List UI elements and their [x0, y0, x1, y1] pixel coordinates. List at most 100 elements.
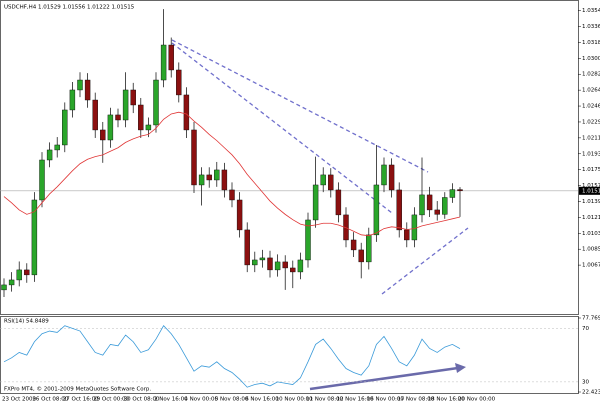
- candle-body: [282, 261, 288, 269]
- chart-title: USDCHF,H4 1.01529 1.01556 1.01222 1.0151…: [4, 5, 135, 11]
- moving-average: [3, 111, 461, 237]
- candle-body: [160, 44, 167, 81]
- candle-body: [206, 174, 212, 181]
- candle-body: [153, 79, 159, 126]
- x-tick-label: 16 Nov 00:00: [367, 397, 405, 403]
- x-tick-label: 30 Oct 08:00: [124, 397, 160, 403]
- candle-body: [426, 194, 433, 211]
- candle-body: [214, 169, 220, 181]
- candle-body: [335, 189, 342, 216]
- candle-body: [388, 164, 395, 191]
- y-tick-label: 70: [582, 326, 589, 332]
- arrow-line: [309, 366, 459, 391]
- candle-body: [350, 239, 357, 251]
- rsi-line: [3, 325, 461, 388]
- candle-body: [457, 189, 463, 192]
- y-tick-label: 77.7694: [582, 316, 600, 322]
- candle-body: [404, 229, 410, 241]
- candle-body: [16, 269, 22, 281]
- candle-body: [305, 219, 311, 261]
- candle-body: [198, 174, 205, 186]
- x-tick-label: 18 Nov 16:00: [428, 397, 466, 403]
- rsi-title: RSI(14) 54.8489: [4, 319, 49, 325]
- candle-body: [320, 174, 326, 186]
- arrow-head: [455, 363, 466, 373]
- y-tick-label: 1.01753: [582, 167, 600, 173]
- candle-body: [1, 284, 7, 291]
- y-tick-label: 1.00858: [582, 247, 600, 253]
- candle-body: [130, 89, 136, 106]
- y-tick-label: 1.01216: [582, 215, 600, 221]
- candle-body: [62, 109, 68, 146]
- candle-body: [69, 89, 76, 111]
- candle-body: [419, 194, 425, 216]
- x-tick-label: 26 Oct 08:00: [32, 397, 68, 403]
- current-price-label: 1.01515: [582, 188, 600, 194]
- x-tick-label: 17 Nov 08:00: [397, 397, 435, 403]
- candle-body: [168, 44, 174, 71]
- candle-body: [229, 189, 235, 201]
- candle-body: [252, 259, 258, 266]
- candle-body: [290, 267, 296, 273]
- candle-body: [236, 199, 243, 231]
- x-tick-label: 10 Nov 00:00: [276, 397, 314, 403]
- candle-body: [122, 89, 129, 121]
- candle-body: [39, 159, 45, 201]
- candle-body: [54, 144, 60, 151]
- candle-body: [297, 259, 304, 273]
- candle-body: [77, 79, 83, 91]
- y-tick-label: 1.01395: [582, 199, 600, 205]
- candle-body: [434, 209, 440, 215]
- current-price-box: [579, 186, 600, 195]
- trendline: [171, 39, 429, 173]
- y-tick-label: 1.03006: [582, 56, 600, 62]
- price-panel: [0, 0, 579, 315]
- candle-body: [31, 199, 38, 276]
- y-tick-label: 22.4236: [582, 390, 600, 396]
- y-tick-label: 1.01574: [582, 183, 600, 189]
- y-tick-label: 30: [582, 379, 589, 385]
- rsi-panel: [0, 316, 579, 394]
- candle-body: [274, 261, 281, 271]
- candle-body: [328, 174, 334, 191]
- candle-body: [358, 249, 364, 263]
- candle-body: [145, 124, 152, 131]
- trendlines: [171, 39, 469, 295]
- x-tick-label: 12 Nov 16:00: [336, 397, 374, 403]
- candle-body: [24, 269, 30, 276]
- x-tick-label: 6 Nov 16:00: [245, 397, 279, 403]
- y-tick-label: 1.03185: [582, 40, 600, 46]
- y-tick-label: 1.02827: [582, 72, 600, 78]
- candle-body: [411, 214, 418, 241]
- x-tick-label: 5 Nov 08:00: [215, 397, 249, 403]
- trendline: [171, 42, 393, 214]
- y-tick-label: 1.02469: [582, 104, 600, 110]
- y-tick-label: 1.0229: [582, 119, 600, 125]
- candle-body: [8, 279, 15, 286]
- x-tick-label: 20 Nov 00:00: [458, 397, 496, 403]
- candle-body: [176, 69, 182, 96]
- x-tick-label: 23 Oct 2009: [2, 397, 37, 403]
- footer: FXPro MT4, © 2001-2009 MetaQuotes Softwa…: [4, 386, 151, 393]
- candle-body: [46, 149, 53, 161]
- x-tick-label: 27 Oct 16:00: [63, 397, 99, 403]
- candle-body: [442, 197, 448, 215]
- candle-body: [381, 164, 387, 186]
- x-tick-label: 29 Oct 00:00: [93, 397, 129, 403]
- y-tick-label: 1.00679: [582, 263, 600, 269]
- candle-body: [312, 184, 319, 221]
- x-tick-label: 2 Nov 16:00: [154, 397, 188, 403]
- candle-body: [100, 129, 106, 141]
- y-tick-label: 1.03543: [582, 8, 600, 14]
- candle-body: [92, 99, 98, 131]
- candle-body: [138, 104, 144, 131]
- candle-body: [221, 169, 228, 191]
- x-tick-label: 4 Nov 00:00: [184, 397, 218, 403]
- candle-body: [115, 114, 121, 121]
- x-tick-label: 11 Nov 08:00: [306, 397, 344, 403]
- candle-body: [449, 189, 456, 198]
- rsi-arrow: [309, 363, 466, 391]
- y-tick-label: 1.03364: [582, 24, 600, 30]
